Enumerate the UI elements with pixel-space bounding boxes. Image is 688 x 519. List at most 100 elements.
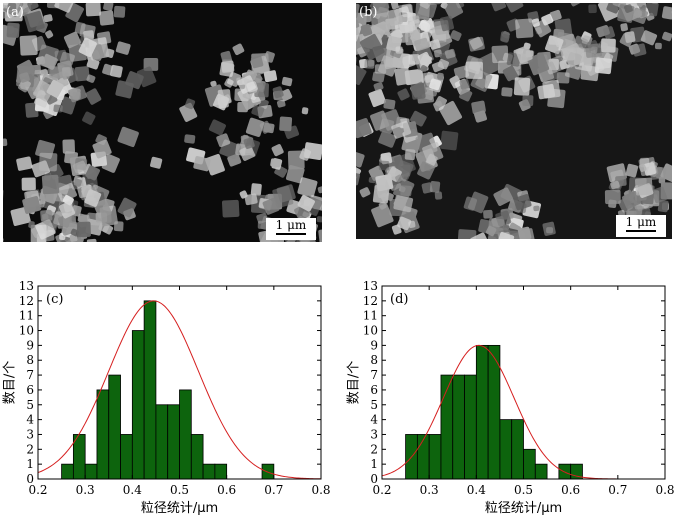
x-tick-label: 0.5 xyxy=(170,483,189,497)
sem-particle xyxy=(356,19,360,29)
histogram-bar xyxy=(179,389,192,480)
sem-particle xyxy=(3,138,8,147)
sem-particle xyxy=(103,3,114,11)
sem-particle xyxy=(617,209,626,217)
sem-particle xyxy=(513,193,532,211)
sem-particle xyxy=(610,180,620,190)
sem-particle xyxy=(96,31,112,45)
histogram-bar xyxy=(131,330,145,480)
sem-particle xyxy=(469,36,483,50)
sem-texture-a xyxy=(3,3,322,242)
sem-particle xyxy=(368,176,376,184)
sem-particle xyxy=(622,191,641,209)
sem-particle xyxy=(193,156,211,172)
histogram-bar xyxy=(108,374,121,480)
sem-particle xyxy=(110,64,123,78)
sem-particle xyxy=(7,3,17,11)
sem-particle xyxy=(603,26,615,39)
sem-particle xyxy=(316,216,322,223)
histogram-bar xyxy=(534,463,548,480)
sem-particle xyxy=(410,82,426,100)
sem-particle xyxy=(391,120,412,139)
sem-particle xyxy=(440,130,459,151)
sem-particle xyxy=(262,197,280,215)
histogram-bar xyxy=(61,463,74,480)
sem-particle xyxy=(620,23,628,32)
y-tick-label: 3 xyxy=(26,427,34,441)
sem-particle xyxy=(594,57,613,75)
sem-particle xyxy=(46,79,64,98)
sem-image-b: (b) 1 μm xyxy=(356,3,672,239)
y-tick-label: 8 xyxy=(370,353,378,367)
sem-particle xyxy=(74,66,90,82)
sem-particle xyxy=(83,30,95,41)
sem-particle xyxy=(41,53,58,70)
sem-particle xyxy=(33,80,55,102)
sem-texture-b xyxy=(356,3,672,239)
sem-particle xyxy=(6,22,20,38)
sem-particle xyxy=(467,191,489,214)
sem-particle xyxy=(562,43,585,68)
sem-particle xyxy=(285,165,305,184)
sem-particle xyxy=(371,203,394,228)
sem-particle xyxy=(356,118,372,139)
x-tick-label: 0.3 xyxy=(76,483,95,497)
sem-particle xyxy=(232,43,245,56)
y-tick-label: 7 xyxy=(26,368,34,382)
sem-particle xyxy=(184,134,196,144)
x-axis-label: 粒径统计/μm xyxy=(485,501,562,516)
sem-particle xyxy=(505,3,524,13)
sem-particle xyxy=(216,133,231,148)
sem-particle xyxy=(422,142,444,164)
sem-particle xyxy=(364,59,375,69)
sem-particle xyxy=(224,78,234,88)
y-tick-label: 11 xyxy=(19,309,34,323)
y-tick-label: 10 xyxy=(19,324,34,338)
histogram-bar xyxy=(84,463,98,480)
sem-particle xyxy=(437,72,444,80)
sem-particle xyxy=(3,188,4,202)
sem-particle xyxy=(251,104,265,117)
sem-particle xyxy=(76,221,91,238)
gaussian-fit-line xyxy=(37,300,322,480)
histogram-bar xyxy=(261,463,275,480)
sem-particle xyxy=(527,52,550,76)
sem-particle xyxy=(401,4,414,18)
sem-particle xyxy=(136,66,157,88)
x-tick-label: 0.6 xyxy=(561,483,580,497)
sem-particle xyxy=(624,4,633,13)
y-tick-label: 5 xyxy=(370,398,378,412)
sem-particle xyxy=(250,183,262,196)
sem-particle xyxy=(517,226,532,239)
sem-particle xyxy=(3,236,4,242)
sem-particle xyxy=(68,85,87,103)
sem-particle xyxy=(437,58,450,70)
sem-particle xyxy=(542,79,561,99)
scale-bar-line-b xyxy=(626,230,656,232)
scale-bar-text-a: 1 μm xyxy=(275,218,307,232)
sem-particle xyxy=(545,35,564,55)
sem-particle xyxy=(63,31,81,49)
sem-particle xyxy=(378,131,397,148)
sem-particle xyxy=(16,59,35,78)
y-tick-label: 7 xyxy=(370,368,378,382)
y-tick-label: 6 xyxy=(26,383,34,397)
sem-particle xyxy=(62,139,76,154)
sem-particle xyxy=(457,229,477,239)
sem-particle xyxy=(387,8,403,27)
sem-particle xyxy=(317,186,322,194)
sem-particle xyxy=(420,23,431,32)
sem-particle xyxy=(115,41,131,55)
sem-particle xyxy=(217,89,231,104)
sem-particle xyxy=(554,50,564,59)
sem-particle xyxy=(301,107,309,115)
sem-particle xyxy=(625,163,639,178)
sem-particle xyxy=(533,205,540,212)
sem-particle xyxy=(250,55,264,69)
sem-particle xyxy=(115,80,134,99)
sem-particle xyxy=(485,225,497,237)
sem-particle xyxy=(360,23,373,37)
sem-particle xyxy=(59,96,77,115)
histogram-bar xyxy=(214,463,228,480)
sem-particle xyxy=(429,78,442,91)
